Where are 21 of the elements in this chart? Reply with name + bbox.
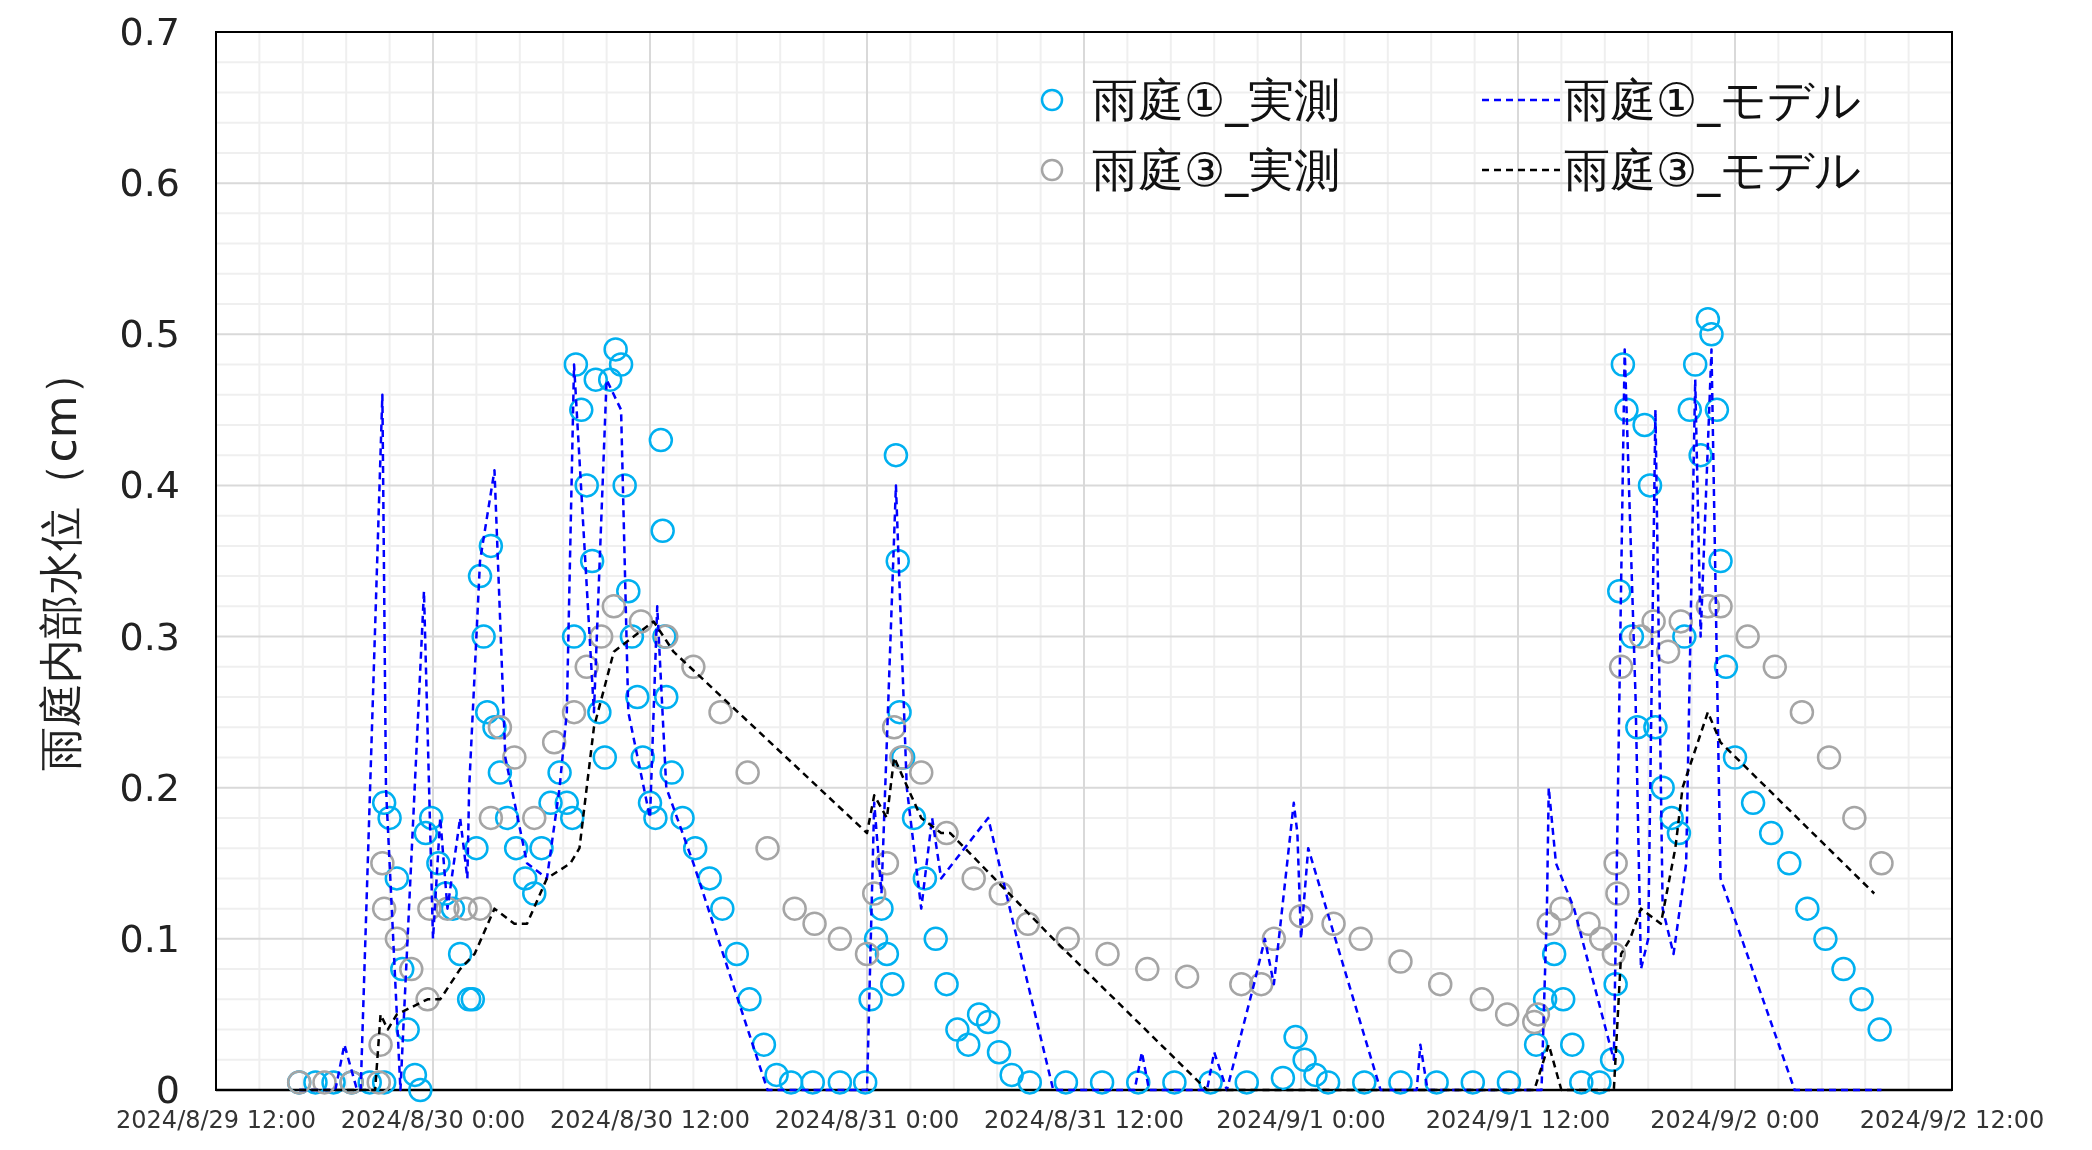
y-axis-title: 雨庭内部水位（cm） xyxy=(34,351,86,771)
y-tick-label: 0.1 xyxy=(119,916,180,961)
legend-label: 雨庭①_実測 xyxy=(1092,73,1341,127)
x-tick-label: 2024/8/30 0:00 xyxy=(340,1106,526,1134)
x-tick-label: 2024/9/2 0:00 xyxy=(1650,1106,1820,1134)
y-tick-label: 0.4 xyxy=(119,463,180,508)
x-tick-label: 2024/9/1 0:00 xyxy=(1216,1106,1386,1134)
y-tick-label: 0.6 xyxy=(119,161,180,206)
x-tick-label: 2024/8/31 12:00 xyxy=(984,1106,1184,1134)
x-tick-label: 2024/9/1 12:00 xyxy=(1425,1106,1611,1134)
legend-label: 雨庭③_実測 xyxy=(1092,143,1341,197)
x-tick-label: 2024/8/31 0:00 xyxy=(774,1106,960,1134)
y-tick-label: 0.7 xyxy=(119,10,180,54)
legend-label: 雨庭③_モデル xyxy=(1564,143,1862,197)
y-tick-label: 0.5 xyxy=(119,312,180,357)
x-tick-label: 2024/9/2 12:00 xyxy=(1859,1106,2045,1134)
y-tick-label: 0.2 xyxy=(119,765,180,810)
legend-label: 雨庭①_モデル xyxy=(1564,73,1862,127)
y-tick-label: 0.3 xyxy=(119,614,180,659)
x-tick-label: 2024/8/29 12:00 xyxy=(116,1106,316,1134)
x-tick-label: 2024/8/30 12:00 xyxy=(550,1106,750,1134)
